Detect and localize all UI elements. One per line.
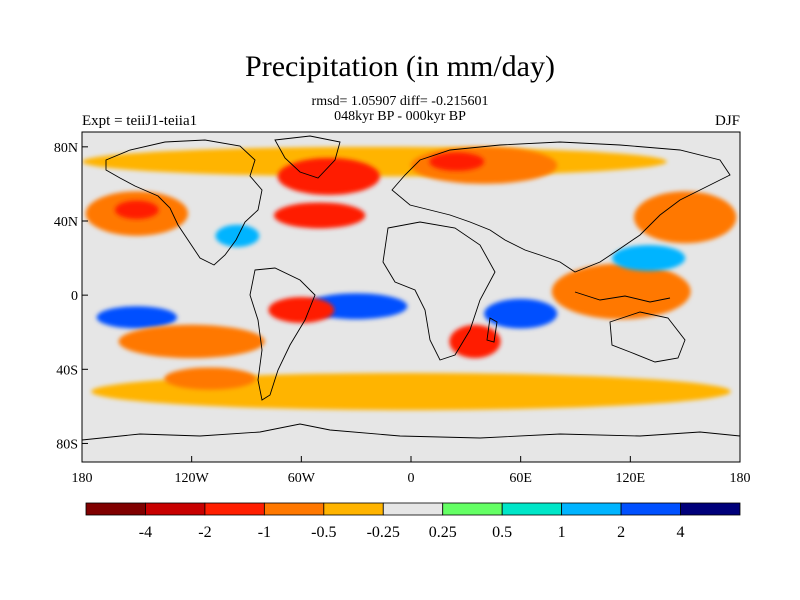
colorbar-label: -2 bbox=[198, 524, 211, 541]
period-text: 048kyr BP - 000kyr BP bbox=[334, 109, 466, 124]
colorbar-label: -1 bbox=[258, 524, 271, 541]
longitude-ticks: 180 120W 60W 0 60E 120E 180 bbox=[72, 456, 751, 486]
colorbar-swatch bbox=[442, 502, 503, 516]
colorbar-swatch bbox=[85, 502, 146, 516]
coastline-madagascar bbox=[486, 317, 498, 343]
colorbar-swatch bbox=[263, 502, 325, 516]
coastline-layer bbox=[82, 135, 740, 441]
latitude-ticks: 80N 40N 0 40S 80S bbox=[54, 141, 88, 452]
lon-tick-label: 0 bbox=[408, 471, 415, 486]
anomaly-southern-pacific-deficit bbox=[164, 367, 256, 390]
anomaly-amazon-deficit bbox=[268, 297, 335, 323]
colorbar-swatch bbox=[382, 502, 444, 516]
colorbar-label: -0.5 bbox=[311, 524, 336, 541]
anomaly-east-asia-deficit bbox=[633, 191, 737, 244]
lat-tick-label: 0 bbox=[71, 289, 78, 304]
anomaly-indian-ocean-surplus bbox=[484, 298, 558, 329]
lon-tick-label: 180 bbox=[72, 471, 93, 486]
precipitation-anomaly-layer bbox=[82, 146, 737, 411]
experiment-label: Expt = teiiJ1-teiia1 bbox=[82, 113, 198, 129]
lon-tick-label: 180 bbox=[730, 471, 751, 486]
colorbar-swatch bbox=[620, 502, 681, 516]
colorbar: -4 -2 -1 -0.5 -0.25 0.25 0.5 1 2 4 bbox=[85, 502, 741, 541]
lon-tick-label: 120E bbox=[616, 471, 646, 486]
colorbar-label: -4 bbox=[139, 524, 152, 541]
colorbar-label: -0.25 bbox=[367, 524, 400, 541]
anomaly-siberia-core bbox=[429, 152, 485, 171]
colorbar-swatch bbox=[145, 502, 206, 516]
anomaly-south-pacific-surplus bbox=[96, 306, 178, 329]
coastline-australia bbox=[609, 311, 686, 363]
season-label: DJF bbox=[714, 113, 740, 129]
colorbar-swatch bbox=[204, 502, 265, 516]
rmsd-diff-text: rmsd= 1.05907 diff= -0.215601 bbox=[311, 94, 489, 109]
anomaly-north-atlantic-deficit bbox=[277, 157, 380, 196]
lon-tick-label: 60E bbox=[509, 471, 532, 486]
anomaly-north-america-surplus bbox=[215, 224, 260, 247]
anomaly-maritime-continent-halo bbox=[551, 263, 691, 320]
coastline-antarctica bbox=[82, 423, 740, 441]
anomaly-west-pacific-surplus bbox=[612, 245, 686, 272]
colorbar-label: 2 bbox=[617, 524, 625, 541]
lon-tick-label: 120W bbox=[175, 471, 210, 486]
coastline-south-america bbox=[249, 267, 316, 401]
lon-tick-label: 60W bbox=[288, 471, 316, 486]
coastline-north-america bbox=[105, 139, 263, 266]
coastline-africa bbox=[382, 221, 496, 361]
coastline-greenland bbox=[274, 135, 341, 179]
colorbar-label: 1 bbox=[558, 524, 566, 541]
colorbar-label: 0.25 bbox=[429, 524, 457, 541]
colorbar-label: 4 bbox=[677, 524, 685, 541]
stats-block: rmsd= 1.05907 diff= -0.215601 048kyr BP … bbox=[0, 94, 800, 124]
lat-tick-label: 80S bbox=[56, 437, 78, 452]
colorbar-swatch bbox=[561, 502, 622, 516]
map-title: Precipitation (in mm/day) bbox=[245, 50, 555, 83]
coastline-eurasia bbox=[391, 141, 731, 273]
colorbar-swatch bbox=[680, 502, 741, 516]
coastline-maritime-continent bbox=[574, 291, 671, 303]
colorbar-swatch bbox=[323, 502, 384, 516]
lat-tick-label: 40S bbox=[56, 363, 78, 378]
anomaly-south-pacific-deficit bbox=[118, 324, 265, 359]
anomaly-mid-atlantic-storm-track bbox=[273, 202, 366, 229]
colorbar-label: 0.5 bbox=[492, 524, 512, 541]
anomaly-north-pacific-core bbox=[114, 200, 159, 220]
lat-tick-label: 40N bbox=[54, 215, 78, 230]
lat-tick-label: 80N bbox=[54, 141, 78, 156]
colorbar-swatch bbox=[501, 502, 563, 516]
